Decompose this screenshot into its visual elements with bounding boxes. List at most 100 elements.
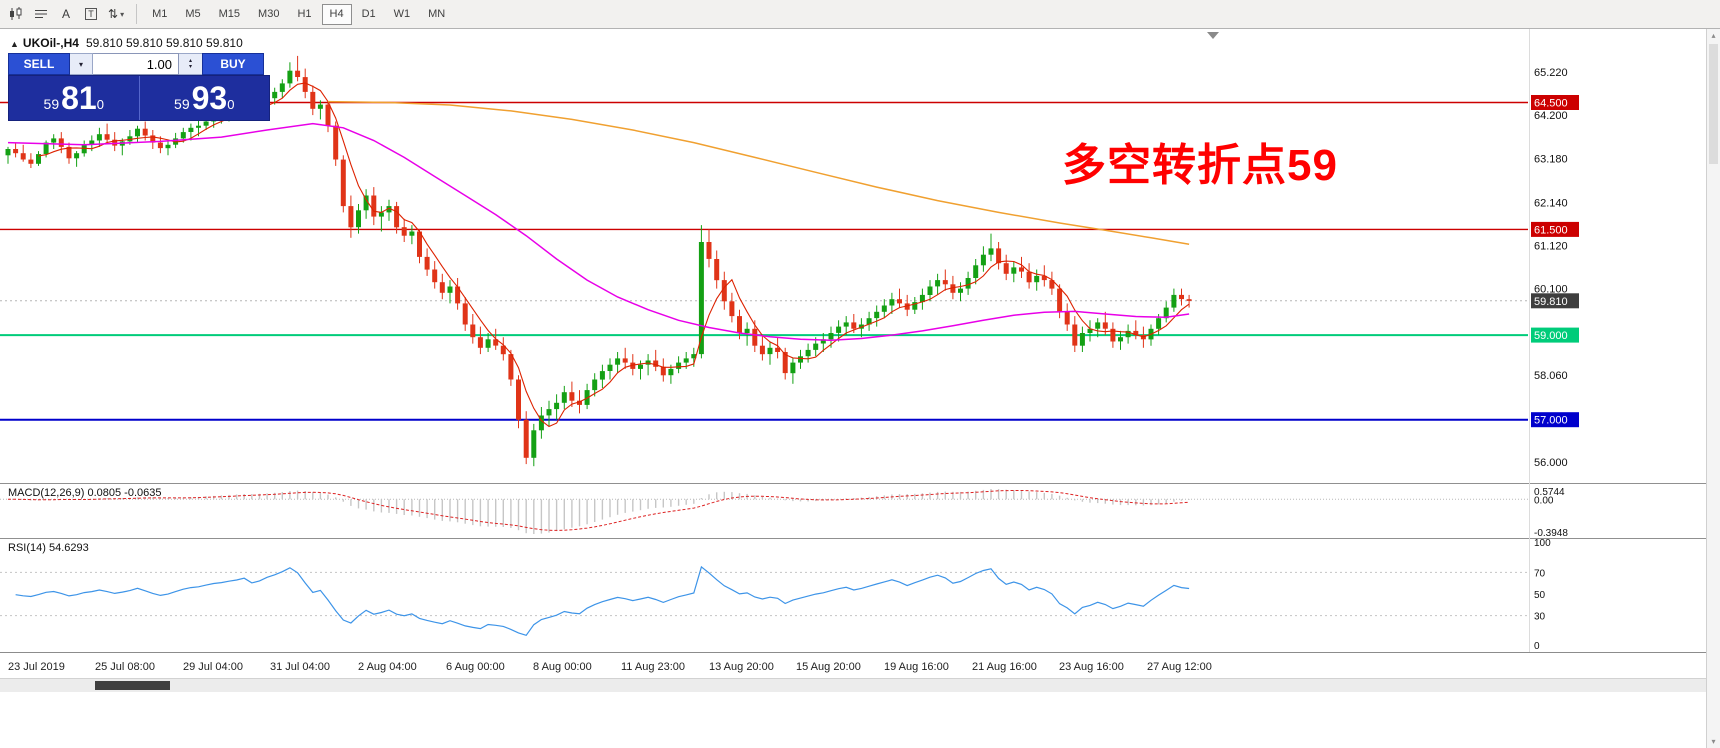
chart-text-annotation[interactable]: 多空转折点59 [1062,141,1338,190]
fast-ma-line[interactable] [38,82,1190,428]
candlestick-chart-icon [10,7,22,20]
macd-axis-label: 0.5744 [1534,487,1565,498]
buy-price-display[interactable]: 59 93 0 [174,80,235,116]
horizontal-scrollbar[interactable] [0,678,1706,692]
arrow-tools-button[interactable]: ⇅ ▾ [104,3,128,25]
volume-input[interactable] [93,53,179,75]
chart-type-button[interactable] [4,3,28,25]
svg-text:61.500: 61.500 [1534,224,1568,236]
macd-axis-label: -0.3948 [1534,528,1568,538]
chart-marker-icon: ▲ [10,39,19,49]
price-axis-label: 65.220 [1534,67,1568,79]
macd-histogram [14,489,1190,534]
price-axis-label: 62.140 [1534,197,1568,209]
scroll-up-icon[interactable]: ▴ [1711,31,1716,40]
timeframe-m15-button[interactable]: M15 [211,4,248,25]
text-box-button[interactable]: T [79,3,103,25]
price-axis-label: 56.000 [1534,457,1568,469]
panel-divider [138,76,140,120]
svg-text:64.500: 64.500 [1534,98,1568,110]
svg-text:59.810: 59.810 [1534,296,1568,308]
time-axis-label: 27 Aug 12:00 [1147,661,1212,673]
time-axis-label: 2 Aug 04:00 [358,661,417,673]
indicators-button[interactable] [29,3,53,25]
price-quote-panel: 59 81 0 59 93 0 [8,75,270,121]
price-axis-label: 61.120 [1534,240,1568,252]
time-axis-label: 21 Aug 16:00 [972,661,1037,673]
time-axis-label: 25 Jul 08:00 [95,661,155,673]
rsi-axis-label: 30 [1534,612,1546,623]
chevron-down-icon: ▾ [120,9,125,19]
chart-window: 65.220 64.200 63.180 62.140 61.120 60.100 58.0… [0,29,1720,748]
time-axis-label: 6 Aug 00:00 [446,661,505,673]
text-label-icon: A [61,7,70,21]
price-chart-pane[interactable]: 65.220 64.200 63.180 62.140 61.120 60.100 58.0… [0,29,1720,483]
timeframe-m30-button[interactable]: M30 [250,4,287,25]
price-tag: 59.810 [1531,293,1579,309]
vertical-scrollbar[interactable]: ▴ ▾ [1706,29,1720,748]
timeframe-mn-button[interactable]: MN [420,4,453,25]
price-tag: 59.000 [1531,327,1579,343]
chart-ohlc-values: 59.810 59.810 59.810 59.810 [85,36,243,50]
chevron-down-icon: ▾ [78,59,83,69]
svg-text:57.000: 57.000 [1534,415,1568,427]
sell-price-display[interactable]: 59 81 0 [43,80,104,116]
time-axis-label: 8 Aug 00:00 [533,661,592,673]
timeframe-m1-button[interactable]: M1 [144,4,175,25]
timeframe-m5-button[interactable]: M5 [177,4,208,25]
macd-signal-line [8,490,1190,531]
time-axis-label: 23 Jul 2019 [8,661,65,673]
timeframe-h1-button[interactable]: H1 [289,4,319,25]
timeframe-w1-button[interactable]: W1 [386,4,419,25]
svg-text:59.000: 59.000 [1534,330,1568,342]
time-axis-label: 23 Aug 16:00 [1059,661,1124,673]
volume-stepper[interactable]: ▴ ▾ [179,53,202,75]
trade-options-dropdown[interactable]: ▾ [70,53,93,75]
indicator-list-icon [35,10,47,18]
chart-shift-marker-icon[interactable] [1207,32,1219,39]
chevron-down-icon: ▾ [188,64,192,70]
time-axis[interactable]: 23 Jul 2019 25 Jul 08:00 29 Jul 04:00 31 Ju… [0,652,1720,679]
price-tag: 61.500 [1531,221,1579,237]
arrow-tools-icon: ⇅ [108,7,119,21]
time-axis-label: 15 Aug 20:00 [796,661,861,673]
text-box-icon: T [85,8,97,20]
timeframe-group: M1 M5 M15 M30 H1 H4 D1 W1 MN [144,3,455,25]
horizontal-scroll-thumb[interactable] [95,681,170,690]
price-axis-label: 63.180 [1534,153,1568,165]
chart-header: ▲ UKOil-,H4 59.810 59.810 59.810 59.810 [10,36,243,50]
price-axis-label: 60.100 [1534,284,1568,296]
rsi-axis-label: 50 [1534,590,1546,601]
chart-symbol-period: UKOil-,H4 [22,36,79,50]
time-axis-label: 13 Aug 20:00 [709,661,774,673]
time-axis-label: 11 Aug 23:00 [621,661,686,673]
rsi-axis-label: 100 [1534,538,1551,549]
rsi-axis-label: 70 [1534,568,1546,579]
rsi-axis-label: 0 [1534,641,1540,652]
slow-ma-line[interactable] [327,100,1190,245]
rsi-pane[interactable]: 100 70 50 30 0 [0,538,1720,652]
time-axis-label: 19 Aug 16:00 [884,661,949,673]
buy-button[interactable]: BUY [202,53,264,75]
medium-ma-line[interactable] [7,122,1190,341]
vertical-scroll-thumb[interactable] [1709,44,1718,164]
text-label-button[interactable]: A [54,3,78,25]
timeframe-d1-button[interactable]: D1 [354,4,384,25]
price-tag: 64.500 [1531,95,1579,110]
sell-button[interactable]: SELL [8,53,70,75]
price-axis-label: 64.200 [1534,110,1568,122]
time-axis-label: 29 Jul 04:00 [183,661,243,673]
rsi-indicator-label: RSI(14) 54.6293 [8,542,89,554]
macd-axis-label: 0.00 [1534,495,1554,506]
price-axis-label: 58.060 [1534,370,1568,382]
chevron-up-icon: ▴ [188,58,192,64]
toolbar-separator [136,4,138,24]
timeframe-h4-button[interactable]: H4 [321,3,352,25]
time-axis-label: 31 Jul 04:00 [270,661,330,673]
scroll-down-icon[interactable]: ▾ [1711,737,1716,746]
top-toolbar: A T ⇅ ▾ M1 M5 M15 M30 H1 H4 D1 W1 MN [0,0,1720,29]
price-tag: 57.000 [1531,412,1579,428]
rsi-line [15,565,1190,637]
